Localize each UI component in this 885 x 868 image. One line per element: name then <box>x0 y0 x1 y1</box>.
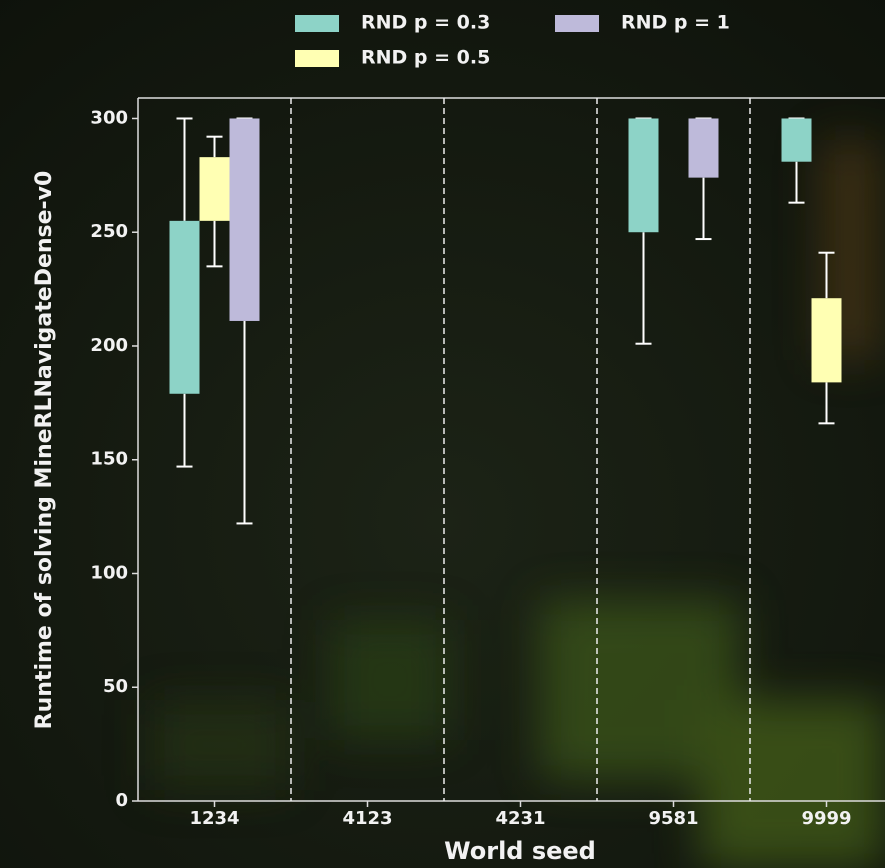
legend-swatch <box>555 15 599 32</box>
box <box>170 221 200 394</box>
legend-label: RND p = 0.5 <box>361 47 490 69</box>
x-tick-label: 9581 <box>648 808 698 829</box>
legend-label: RND p = 1 <box>621 12 730 34</box>
y-tick-label: 200 <box>90 335 128 356</box>
x-tick-label: 4231 <box>495 808 545 829</box>
x-tick-label: 1234 <box>189 808 239 829</box>
chart: Runtime of solving MineRLNavigateDense-v… <box>0 0 885 868</box>
y-tick-label: 0 <box>115 790 128 811</box>
x-tick-label: 4123 <box>342 808 392 829</box>
x-axis-label: World seed <box>444 837 596 865</box>
legend-swatch <box>295 15 339 32</box>
y-tick-label: 100 <box>90 562 128 583</box>
y-tick-label: 50 <box>103 676 128 697</box>
box <box>629 118 659 232</box>
x-tick-label: 9999 <box>801 808 851 829</box>
y-tick-label: 300 <box>90 107 128 128</box>
box <box>689 118 719 177</box>
box <box>200 157 230 221</box>
box <box>812 298 842 382</box>
box <box>230 118 260 320</box>
y-tick-label: 150 <box>90 449 128 470</box>
legend-label: RND p = 0.3 <box>361 12 490 34</box>
y-axis-label: Runtime of solving MineRLNavigateDense-v… <box>32 171 57 730</box>
y-tick-label: 250 <box>90 221 128 242</box>
box <box>782 118 812 161</box>
legend-swatch <box>295 50 339 67</box>
page: Runtime of solving MineRLNavigateDense-v… <box>0 0 885 868</box>
